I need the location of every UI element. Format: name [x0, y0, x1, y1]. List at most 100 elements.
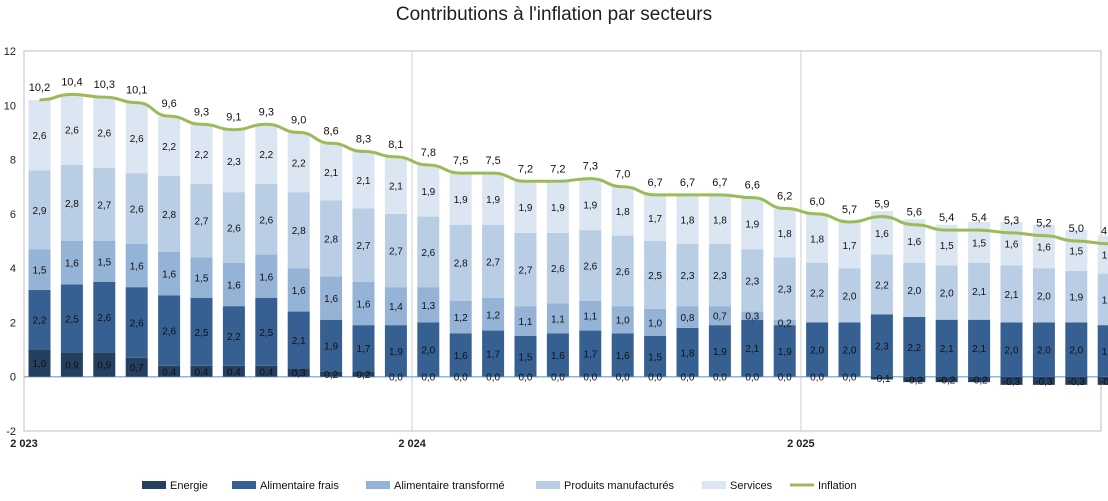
bar-label-1: 1,9 [778, 347, 792, 358]
y-tick-label: 10 [4, 100, 16, 112]
bar-label-4: 2,1 [357, 176, 371, 187]
inflation-label: 5,4 [971, 212, 986, 224]
bar-segment-3 [870, 254, 893, 315]
bar-label-3: 2,0 [940, 289, 954, 300]
bar-label-4: 1,9 [551, 203, 565, 214]
bar-label-1: 1,8 [681, 348, 695, 359]
bar-label-3: 2,8 [65, 199, 79, 210]
bar-segment-1 [449, 333, 472, 377]
inflation-label: 9,3 [194, 106, 209, 118]
bar-label-0: 0,0 [486, 373, 500, 384]
bar-label-1: 1,9 [389, 347, 403, 358]
bar-label-3: 2,7 [519, 266, 533, 277]
bar-label-2: 1,0 [616, 316, 630, 327]
bar-label-2: 1,6 [65, 259, 79, 270]
y-tick-label: -2 [6, 426, 16, 438]
bar-label-2: 1,6 [292, 286, 306, 297]
inflation-label: 8,3 [356, 133, 371, 145]
bar-segment-0 [1000, 376, 1023, 385]
bar-label-0: -0,2 [938, 375, 956, 386]
bar-segment-2 [28, 249, 51, 290]
bar-segment-1 [611, 333, 634, 377]
bar-label-4: 1,6 [907, 237, 921, 248]
legend-swatch [366, 481, 390, 489]
inflation-label: 7,2 [550, 163, 565, 175]
inflation-label: 9,1 [226, 112, 241, 124]
bar-segment-1 [60, 284, 83, 353]
bar-segment-1 [708, 325, 731, 377]
bar-label-4: 1,8 [778, 229, 792, 240]
bar-segment-2 [255, 254, 278, 298]
bar-label-4: 2,1 [324, 168, 338, 179]
bar-segment-4 [838, 222, 861, 269]
bar-label-3: 2,1 [972, 287, 986, 298]
bar-segment-1 [579, 330, 602, 377]
bar-segment-0 [1032, 376, 1055, 385]
inflation-label: 9,6 [161, 98, 176, 110]
bar-segment-3 [482, 224, 505, 298]
bar-label-1: 2,5 [195, 328, 209, 339]
bar-label-1: 1,9 [713, 347, 727, 358]
bar-label-4: 1,8 [810, 234, 824, 245]
bar-label-2: 1,6 [357, 299, 371, 310]
bar-segment-3 [546, 232, 569, 304]
bar-segment-1 [870, 314, 893, 377]
bar-label-0: -0,2 [906, 375, 924, 386]
bar-label-0: 0,0 [745, 373, 759, 384]
bar-segment-1 [514, 336, 537, 377]
bar-segment-0 [158, 365, 181, 377]
y-tick-label: 2 [10, 317, 16, 329]
bar-label-0: -0,3 [1003, 377, 1021, 388]
bar-segment-1 [222, 306, 245, 366]
bar-label-4: 1,8 [616, 207, 630, 218]
bar-segment-2 [190, 257, 213, 298]
bar-label-2: 0,3 [745, 312, 759, 323]
bar-label-0: 0,0 [519, 373, 533, 384]
bar-label-3: 2,0 [907, 286, 921, 297]
bar-segment-1 [1097, 325, 1108, 377]
bar-label-4: 1,7 [648, 214, 662, 225]
bar-label-4: 1,9 [519, 203, 533, 214]
bar-label-2: 1,5 [195, 274, 209, 285]
bar-segment-1 [1065, 322, 1088, 377]
bar-segment-2 [449, 300, 472, 334]
bar-label-4: 1,5 [972, 238, 986, 249]
bar-segment-0 [222, 365, 245, 377]
bar-label-4: 2,6 [130, 134, 144, 145]
bar-label-1: 2,3 [875, 342, 889, 353]
bar-label-0: 0,0 [778, 373, 792, 384]
bar-segment-0 [60, 352, 83, 377]
bar-label-4: 1,5 [940, 241, 954, 252]
bar-segment-3 [644, 241, 667, 309]
bar-segment-3 [806, 262, 829, 323]
bar-segment-2 [482, 298, 505, 331]
bar-segment-2 [222, 262, 245, 307]
legend-swatch [702, 481, 726, 489]
bar-label-3: 2,8 [292, 226, 306, 237]
bar-label-1: 2,2 [33, 316, 47, 327]
x-tick-label: 2 025 [787, 438, 815, 450]
bar-label-2: 1,1 [583, 312, 597, 323]
inflation-label: 6,7 [680, 177, 695, 189]
bar-label-3: 2,8 [162, 210, 176, 221]
bar-segment-4 [935, 224, 958, 266]
bar-label-1: 1,7 [486, 350, 500, 361]
bar-segment-1 [28, 289, 51, 350]
bar-segment-1 [93, 281, 116, 353]
bar-label-1: 1,7 [583, 350, 597, 361]
bar-label-1: 1,5 [648, 352, 662, 363]
bar-label-4: 1,8 [713, 215, 727, 226]
bar-label-3: 2,3 [681, 271, 695, 282]
inflation-label: 6,7 [647, 177, 662, 189]
bar-label-0: 0,2 [357, 370, 371, 381]
legend-swatch [536, 481, 560, 489]
bar-label-4: 1,6 [1037, 242, 1051, 253]
bar-label-3: 2,7 [389, 247, 403, 258]
bar-segment-2 [644, 308, 667, 336]
bar-segment-4 [968, 222, 991, 263]
bar-segment-1 [482, 330, 505, 377]
bar-segment-3 [935, 265, 958, 320]
inflation-label: 7,5 [485, 155, 500, 167]
bar-label-4: 1,9 [421, 187, 435, 198]
inflation-label: 6,0 [809, 196, 824, 208]
